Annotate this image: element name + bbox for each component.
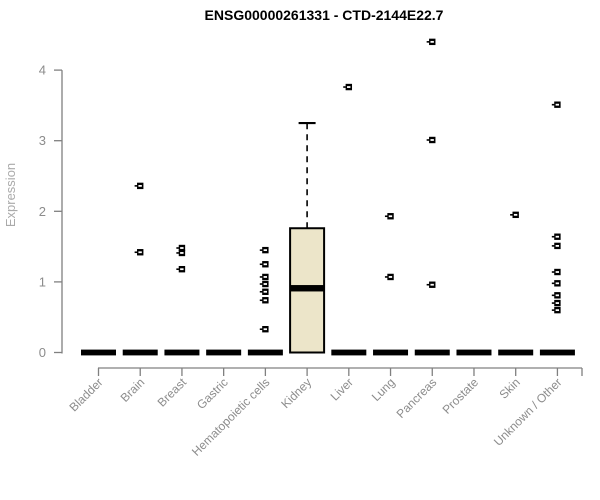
median-line <box>290 285 325 292</box>
y-tick-label: 2 <box>39 204 46 219</box>
collapsed-box <box>247 349 283 356</box>
x-tick-label: Liver <box>328 375 356 403</box>
collapsed-box <box>206 349 242 356</box>
outlier-point-center <box>555 294 560 297</box>
outlier-point-center <box>388 276 393 278</box>
y-axis-title: Expression <box>3 162 18 228</box>
outlier-point-center <box>180 247 184 249</box>
outlier-point-center <box>263 276 267 278</box>
x-tick-label: Gastric <box>194 375 231 412</box>
outlier-point-center <box>555 103 560 106</box>
collapsed-box <box>373 349 409 356</box>
outlier-point-center <box>430 40 434 43</box>
y-tick-label: 0 <box>39 345 46 360</box>
outlier-point-center <box>263 249 267 252</box>
outlier-point-center <box>180 268 184 271</box>
collapsed-box <box>122 349 158 356</box>
x-tick-label: Prostate <box>440 375 482 417</box>
outlier-point-center <box>263 283 267 285</box>
outlier-point-center <box>555 271 560 273</box>
outlier-point-center <box>555 244 560 247</box>
outlier-point-center <box>388 215 393 218</box>
x-tick-label: Skin <box>496 375 522 401</box>
outlier-point-center <box>555 302 560 304</box>
collapsed-box <box>539 349 575 356</box>
collapsed-box <box>164 349 200 356</box>
x-tick-label: Breast <box>155 375 190 410</box>
outlier-point-center <box>430 283 434 286</box>
outlier-point-center <box>138 251 142 254</box>
outlier-point-center <box>263 263 267 266</box>
outlier-point-center <box>263 299 267 302</box>
x-tick-label: Bladder <box>66 375 105 414</box>
x-tick-label: Kidney <box>278 375 314 411</box>
outlier-point-center <box>513 213 518 216</box>
outlier-point-center <box>555 235 560 238</box>
y-tick-label: 4 <box>39 63 46 78</box>
chart-title: ENSG00000261331 - CTD-2144E22.7 <box>204 7 444 23</box>
collapsed-box <box>81 349 116 356</box>
outlier-point-center <box>555 309 560 312</box>
y-tick-label: 1 <box>39 274 46 289</box>
outlier-point-center <box>180 252 184 254</box>
x-tick-label: Lung <box>369 375 398 404</box>
x-tick-label: Brain <box>118 375 148 405</box>
collapsed-box <box>414 349 450 356</box>
x-tick-label: Hematopoietic cells <box>189 375 272 458</box>
outlier-point-center <box>138 184 142 187</box>
outlier-point-center <box>555 282 560 285</box>
collapsed-box <box>331 349 367 356</box>
outlier-point-center <box>263 290 267 293</box>
collapsed-box <box>498 349 534 356</box>
y-tick-label: 3 <box>39 133 46 148</box>
collapsed-box <box>456 349 492 356</box>
outlier-point-center <box>347 86 351 88</box>
x-tick-label: Pancreas <box>394 375 440 421</box>
outlier-point-center <box>263 328 267 331</box>
outlier-point-center <box>430 139 434 141</box>
